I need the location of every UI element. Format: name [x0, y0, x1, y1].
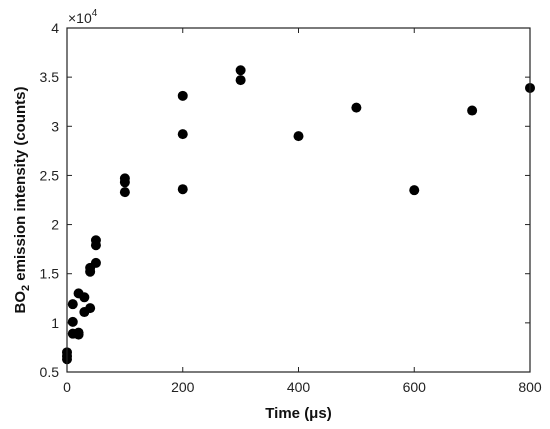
data-point [85, 303, 96, 314]
data-point [177, 90, 188, 101]
data-point [409, 185, 420, 196]
x-tick-label: 800 [518, 379, 542, 395]
y-tick-label: 3.5 [40, 69, 60, 85]
data-point [177, 184, 188, 195]
y-tick-label: 4 [51, 20, 59, 36]
data-point [351, 102, 362, 113]
data-point [293, 131, 304, 142]
data-point [467, 105, 478, 116]
y-tick-label: 3 [51, 118, 59, 134]
x-axis-title: Time (μs) [265, 405, 331, 422]
data-point [177, 129, 188, 140]
axis-ticks [66, 27, 531, 373]
x-tick-label: 0 [63, 379, 71, 395]
y-tick-label: 2.5 [40, 167, 60, 183]
data-point [73, 327, 84, 338]
data-point [119, 173, 130, 184]
x-tick-label: 200 [171, 379, 195, 395]
data-points [62, 65, 535, 365]
y-tick-label: 0.5 [40, 364, 60, 380]
data-point [235, 75, 246, 86]
y-tick-label: 1 [51, 315, 59, 331]
data-point [67, 316, 78, 327]
x-tick-label: 600 [403, 379, 427, 395]
plot-frame [66, 27, 531, 373]
y-axis-title: BO2 emission intensity (counts) [12, 87, 32, 314]
x-tick-labels: 0 200 400 600 800 [63, 379, 542, 395]
data-point [235, 65, 246, 76]
y-multiplier: ×104 [68, 8, 98, 26]
data-point [90, 235, 101, 246]
data-point [67, 299, 78, 310]
x-tick-label: 400 [287, 379, 311, 395]
data-point [119, 187, 130, 198]
y-tick-label: 2 [51, 217, 59, 233]
data-point [79, 292, 90, 303]
y-tick-label: 1.5 [40, 266, 60, 282]
data-point [90, 257, 101, 268]
y-tick-labels: 0.5 1 1.5 2 2.5 3 3.5 4 [40, 20, 60, 380]
